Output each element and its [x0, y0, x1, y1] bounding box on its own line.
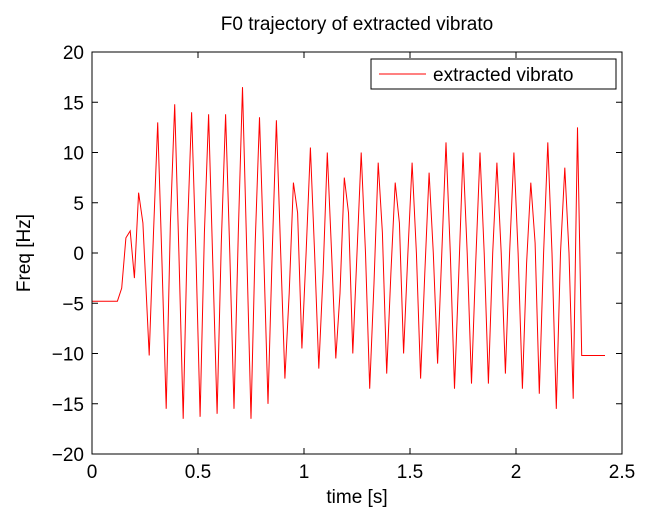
plot-frame — [91, 51, 623, 455]
legend-label: extracted vibrato — [433, 65, 573, 86]
y-axis-label: Freq [Hz] — [14, 214, 35, 292]
x-tick-label: 1 — [299, 462, 310, 483]
y-tick-label: −15 — [52, 395, 84, 416]
axis-ticks: 0 0.5 1 1.5 2 2.5 −20 −15 −10 −5 0 5 10 15 20 — [52, 43, 635, 483]
x-tick-label: 0.5 — [185, 462, 211, 483]
chart-title: F0 trajectory of extracted vibrato — [221, 14, 493, 35]
y-tick-label: 15 — [63, 93, 84, 114]
y-tick-label: −10 — [52, 345, 84, 366]
x-tick-label: 2.5 — [609, 462, 635, 483]
y-tick-label: 0 — [73, 244, 84, 265]
x-axis-label: time [s] — [326, 487, 387, 508]
series-line-extracted-vibrato — [92, 87, 605, 419]
x-tick-label: 1.5 — [397, 462, 423, 483]
plot-area — [92, 87, 605, 419]
legend: extracted vibrato — [370, 58, 617, 90]
x-tick-label: 2 — [511, 462, 522, 483]
y-tick-label: 10 — [63, 144, 84, 165]
y-tick-label: −5 — [62, 294, 84, 315]
y-tick-label: −20 — [52, 445, 84, 466]
y-tick-label: 5 — [73, 194, 84, 215]
x-tick-label: 0 — [87, 462, 98, 483]
y-tick-label: 20 — [63, 43, 84, 64]
